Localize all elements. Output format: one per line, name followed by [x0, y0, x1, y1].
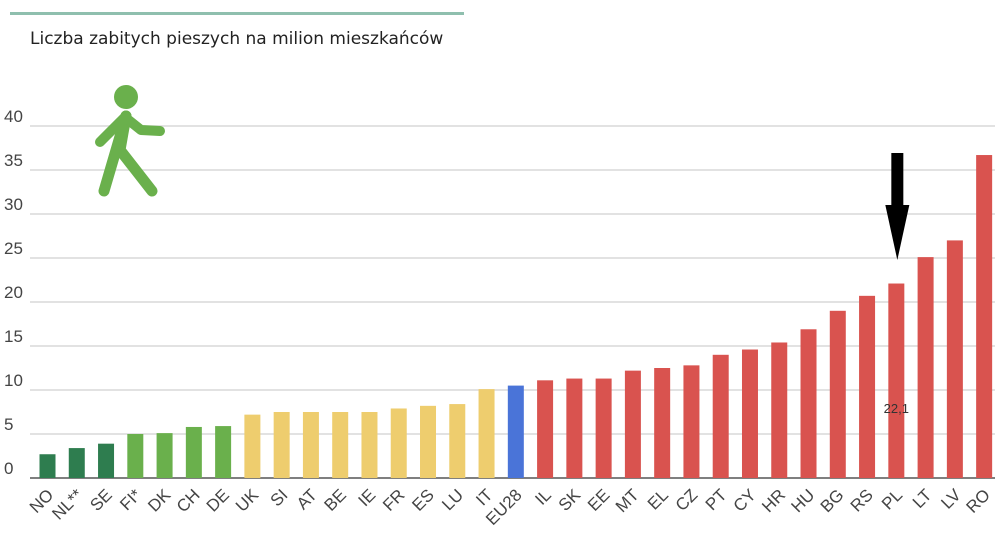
x-tick-label: UK [232, 485, 263, 516]
x-tick-label: ES [408, 485, 437, 514]
bar-il [537, 380, 554, 478]
x-tick-label: CH [173, 485, 204, 516]
bar-el [654, 368, 671, 478]
bar-be [332, 412, 349, 478]
x-tick-label: IE [355, 485, 380, 510]
y-tick-label: 30 [4, 195, 23, 214]
bar-nl [68, 448, 85, 478]
bar-bg [829, 310, 846, 478]
x-tick-label: FI* [116, 485, 145, 514]
bar-fi [127, 434, 144, 478]
bar-ro [976, 155, 993, 479]
bar-cz [683, 365, 700, 478]
bar-no [39, 454, 56, 478]
pedestrian-arm-back [95, 113, 129, 147]
bar-eu28 [507, 385, 524, 478]
x-tick-label: EL [644, 485, 672, 513]
x-tick-label: EE [584, 485, 613, 514]
bar-at [302, 412, 319, 478]
y-tick-label: 0 [4, 459, 13, 478]
bar-hu [800, 329, 817, 478]
x-tick-label: SI [267, 485, 292, 510]
annotation-value-label: 22,1 [884, 401, 909, 416]
x-tick-label: BG [817, 485, 848, 516]
x-tick-label: DE [203, 485, 233, 515]
bar-lu [449, 404, 466, 478]
x-tick-label: MT [612, 485, 643, 516]
bar-it [478, 389, 495, 478]
bar-pt [712, 354, 729, 478]
chart-title: Liczba zabitych pieszych na milion miesz… [30, 29, 444, 49]
x-tick-label: HR [758, 485, 789, 516]
y-tick-label: 5 [4, 415, 13, 434]
x-tick-label: DK [144, 485, 175, 516]
y-tick-label: 15 [4, 327, 23, 346]
x-tick-label: CY [730, 485, 760, 515]
bar-lt [917, 257, 934, 478]
x-tick-label: AT [293, 485, 321, 513]
x-tick-label: SE [86, 485, 115, 514]
bar-de [215, 426, 232, 478]
down-arrow-icon [885, 205, 910, 260]
bar-se [98, 443, 115, 478]
y-tick-label: 20 [4, 283, 23, 302]
y-tick-label: 40 [4, 107, 23, 126]
x-tick-label: CZ [672, 485, 701, 514]
bar-sk [566, 378, 583, 478]
x-tick-label: FR [379, 485, 408, 514]
bar-cy [741, 349, 758, 478]
x-tick-label: PL [878, 485, 906, 513]
bar-mt [624, 370, 641, 478]
x-tick-label: LU [438, 485, 467, 514]
pedestrian-icon [95, 85, 165, 197]
bar-dk [156, 433, 173, 478]
x-tick-label: IL [531, 485, 554, 508]
bar-si [273, 412, 290, 478]
bar-ch [185, 426, 202, 478]
x-tick-label: RS [847, 485, 877, 515]
pedestrian-arm-front [121, 113, 165, 136]
bar-ie [361, 412, 378, 478]
y-tick-label: 35 [4, 151, 23, 170]
x-tick-label: LT [909, 485, 936, 512]
header-rule [10, 12, 464, 15]
x-tick-label: RO [963, 485, 994, 516]
y-tick-label: 25 [4, 239, 23, 258]
pedestrian-body-leg [114, 110, 158, 197]
bar-pl [888, 283, 905, 478]
x-tick-label: SK [555, 485, 585, 515]
bar-ee [595, 378, 612, 478]
x-tick-label: NL** [48, 485, 86, 523]
bar-es [420, 405, 437, 478]
bar-lv [946, 240, 963, 478]
bar-hr [771, 342, 788, 478]
x-tick-label: BE [321, 485, 350, 514]
y-tick-label: 10 [4, 371, 23, 390]
x-tick-label: HU [788, 485, 819, 516]
bar-rs [859, 295, 876, 478]
bar-fr [390, 408, 407, 478]
bar-uk [244, 414, 261, 478]
x-tick-label: LV [937, 485, 965, 513]
x-tick-label: PT [702, 485, 731, 514]
pedestrian-head [114, 85, 138, 109]
down-arrow-shaft [891, 153, 904, 209]
